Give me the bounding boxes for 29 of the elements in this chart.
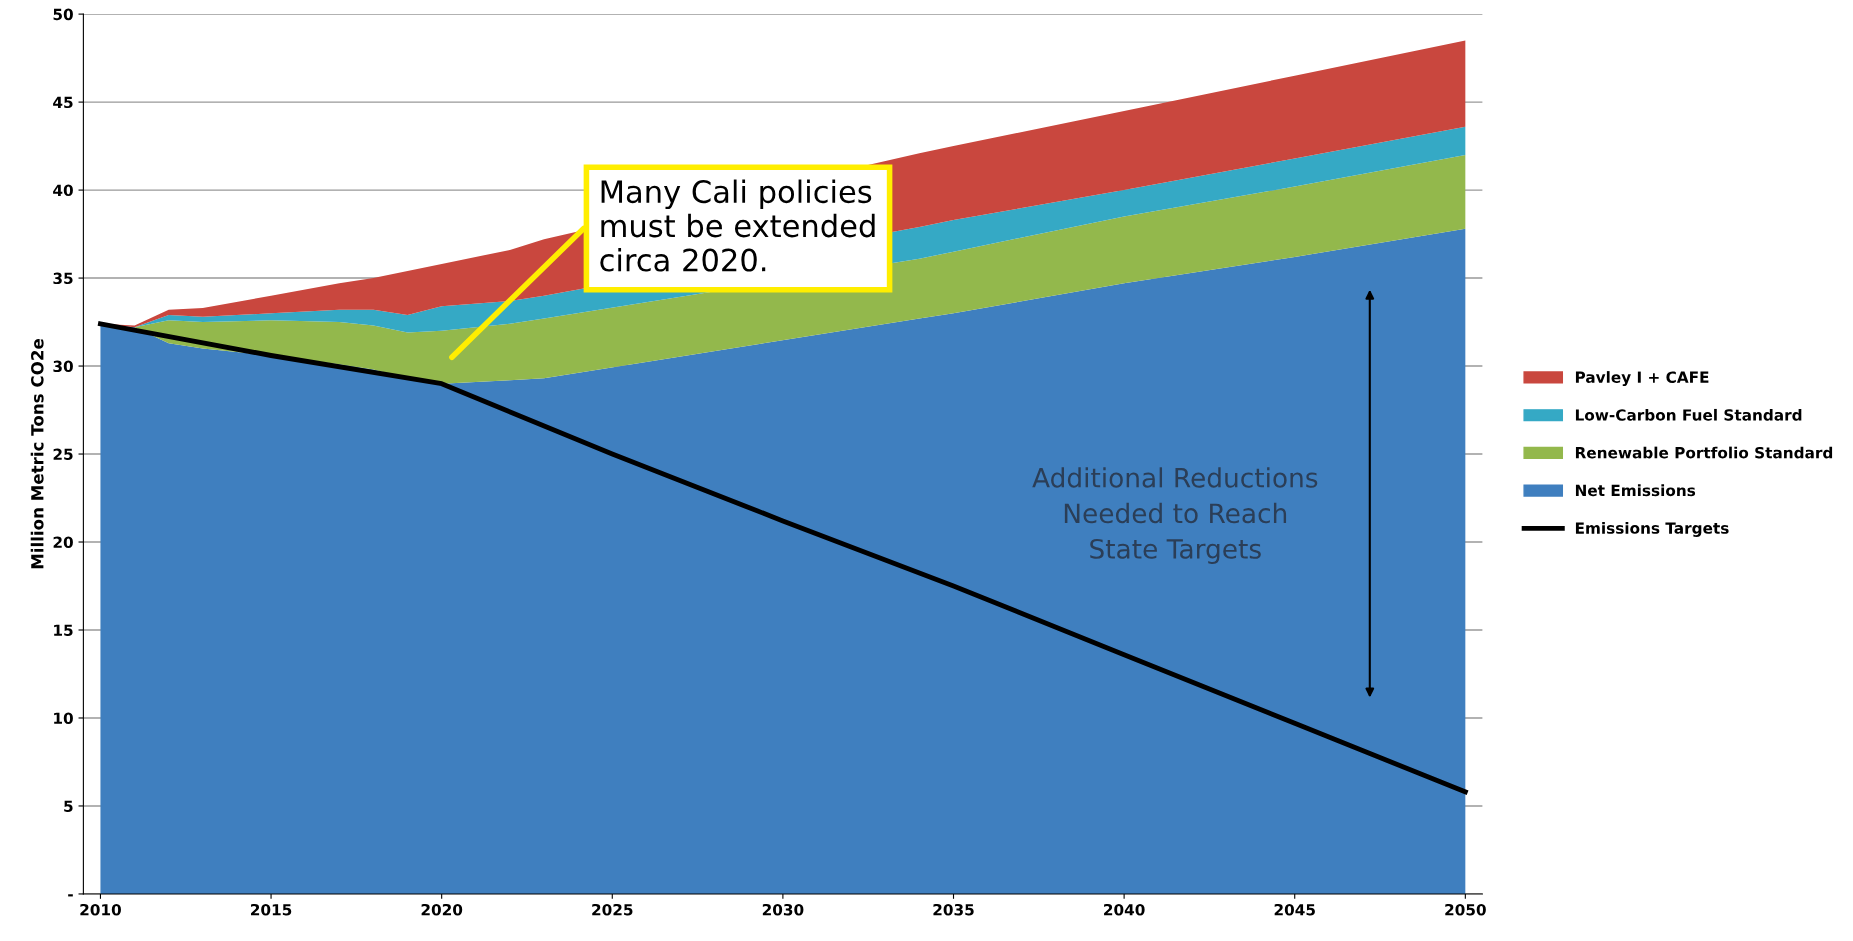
y-tick-label: 20 [53, 536, 73, 549]
x-tick-label: 2050 [1445, 903, 1486, 916]
x-tick-label: 2025 [592, 903, 633, 916]
y-tick-label: - [68, 894, 73, 897]
x-tick-label: 2040 [1104, 903, 1145, 916]
x-tick-label: 2010 [80, 903, 121, 916]
annotation: Additional Reductions Needed to Reach State Targets [1032, 467, 1318, 564]
y-tick-label: 10 [54, 712, 73, 724]
y-tick-label: 50 [53, 8, 73, 21]
y-tick-label: 5 [64, 800, 73, 812]
legend-label: Renewable Portfolio Standard [1575, 446, 1833, 459]
y-tick-label: 30 [53, 360, 73, 373]
legend-label: Pavley I + CAFE [1575, 371, 1709, 387]
legend-label: Net Emissions [1575, 484, 1696, 497]
x-tick-label: 2030 [762, 903, 804, 916]
line-series [98, 321, 1468, 795]
y-tick-label: 15 [54, 624, 73, 637]
y-tick-label: 45 [53, 96, 73, 109]
y-axis-title: Million Metric Tons CO2e [30, 339, 44, 569]
x-tick-label: 2015 [251, 903, 292, 916]
y-tick-label: 25 [53, 448, 73, 461]
annotation: Many Cali policies must be extended circa 2020. [600, 179, 875, 272]
y-tick-label: 40 [53, 184, 73, 197]
legend-label: Low-Carbon Fuel Standard [1575, 408, 1802, 421]
x-tick-label: 2035 [933, 903, 974, 916]
legend-label: Emissions Targets [1575, 522, 1729, 537]
x-tick-label: 2020 [421, 903, 463, 916]
x-tick-label: 2045 [1274, 903, 1315, 916]
y-tick-label: 35 [53, 272, 73, 285]
